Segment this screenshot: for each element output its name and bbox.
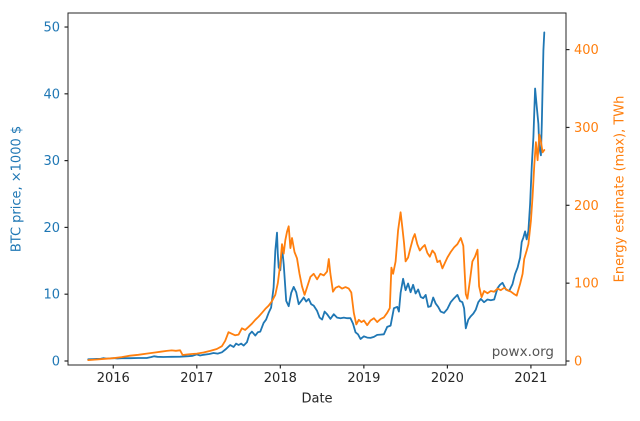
- y-tick-label-right: 300: [574, 121, 599, 136]
- y-tick-label-right: 100: [574, 277, 599, 292]
- y-tick-label-left: 20: [43, 221, 60, 236]
- x-tick-label: 2017: [180, 371, 213, 386]
- x-tick-label: 2018: [264, 371, 297, 386]
- y-axis-label-right: Energy estimate (max), TWh: [612, 95, 628, 283]
- y-tick-label-right: 400: [574, 43, 599, 58]
- x-tick-label: 2021: [514, 371, 547, 386]
- y-tick-label-right: 0: [574, 355, 582, 370]
- y-tick-label-left: 10: [43, 288, 60, 303]
- energy-estimate-line: [87, 133, 546, 362]
- x-axis-label: Date: [301, 391, 333, 407]
- watermark: powx.org: [491, 344, 554, 360]
- x-tick-label: 2019: [347, 371, 380, 386]
- plot-frame: [67, 12, 567, 366]
- y-tick-label-right: 200: [574, 199, 599, 214]
- x-tick-label: 2016: [97, 371, 130, 386]
- btc-price-line: [87, 31, 546, 361]
- y-tick-label-left: 40: [43, 87, 60, 102]
- y-tick-label-left: 30: [43, 154, 60, 169]
- y-tick-label-left: 0: [52, 354, 60, 369]
- y-tick-label-left: 50: [43, 21, 60, 36]
- y-axis-label-left: BTC price, ×1000 $: [9, 125, 25, 253]
- x-tick-label: 2020: [431, 371, 464, 386]
